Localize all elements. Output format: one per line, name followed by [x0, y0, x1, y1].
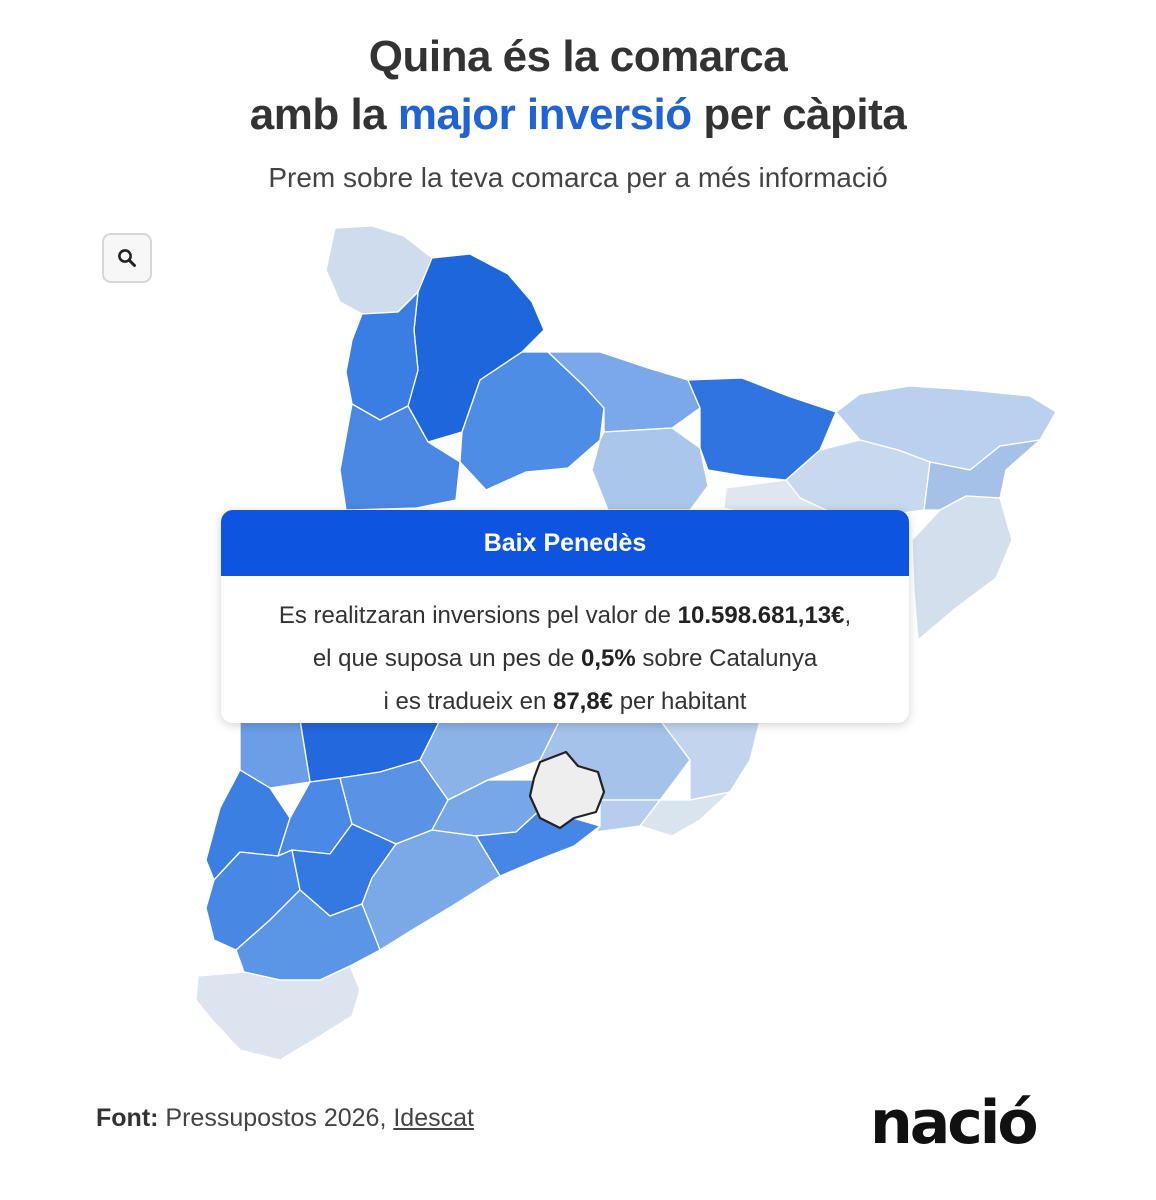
title-line-2-pre: amb la [249, 90, 398, 139]
comarca-region[interactable] [195, 965, 361, 1061]
catalonia-map [195, 225, 1057, 1061]
source-link-idescat[interactable]: Idescat [393, 1104, 474, 1132]
title-line-2-post: per càpita [691, 90, 907, 139]
weight-value: 0,5% [581, 645, 636, 672]
search-button[interactable] [102, 233, 152, 283]
source-text: Pressupostos 2026, [158, 1104, 394, 1132]
source-label: Font: [96, 1104, 159, 1132]
comarca-region[interactable] [923, 439, 1041, 511]
page-subtitle: Prem sobre la teva comarca per a més inf… [268, 162, 888, 193]
comarca-region[interactable] [459, 351, 605, 491]
tooltip-line-1: Es realitzaran inversions pel valor de 1… [221, 594, 909, 637]
comarca-tooltip: Baix Penedès Es realitzaran inversions p… [221, 510, 909, 723]
title-line-1: Quina és la comarca [368, 32, 788, 81]
tooltip-line-2: el que suposa un pes de 0,5% sobre Catal… [221, 637, 909, 680]
comarca-region[interactable] [547, 351, 701, 433]
investment-value: 10.598.681,13€ [677, 602, 845, 629]
comarca-region[interactable] [591, 427, 709, 511]
per-capita-value: 87,8€ [552, 688, 614, 715]
tooltip-line-1-pre: Es realitzaran inversions pel valor de [278, 602, 678, 629]
source-note: Font: Pressupostos 2026, Idescat [96, 1104, 474, 1133]
tooltip-header: Baix Penedès [221, 510, 909, 576]
tooltip-line-2-post: sobre Catalunya [635, 645, 818, 672]
comarca-region[interactable] [361, 829, 501, 951]
tooltip-line-3-pre: i es tradueix en [383, 688, 553, 715]
title-line-2: amb la major inversió per càpita [0, 86, 1156, 144]
nacio-logo: nació [870, 1088, 1039, 1158]
tooltip-line-2-pre: el que suposa un pes de [312, 645, 582, 672]
comarca-region[interactable] [339, 403, 461, 511]
comarca-region[interactable] [911, 495, 1013, 641]
title-highlight: major inversió [397, 90, 692, 139]
search-icon [118, 249, 136, 267]
tooltip-body: Es realitzaran inversions pel valor de 1… [221, 576, 909, 723]
page-title: Quina és la comarca amb la major inversi… [0, 28, 1156, 144]
comarca-selected-baix-penedes[interactable] [528, 750, 606, 830]
comarca-region[interactable] [595, 799, 661, 833]
tooltip-line-3-post: per habitant [613, 688, 747, 715]
tooltip-line-3: i es tradueix en 87,8€ per habitant [221, 680, 909, 723]
tooltip-line-1-post: , [844, 602, 852, 629]
